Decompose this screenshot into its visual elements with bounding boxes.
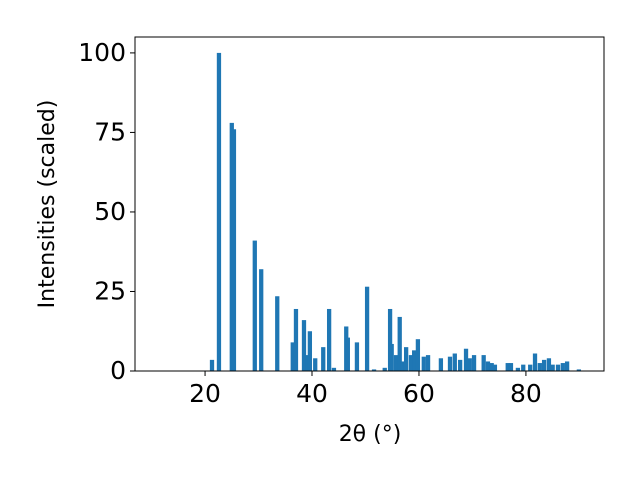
bar bbox=[231, 129, 237, 371]
x-tick-label: 40 bbox=[296, 379, 328, 408]
bar bbox=[550, 364, 555, 371]
bar bbox=[415, 339, 421, 371]
bar bbox=[560, 363, 565, 371]
bar bbox=[305, 355, 310, 371]
bar bbox=[209, 359, 215, 371]
bar bbox=[252, 240, 257, 371]
bar bbox=[301, 320, 307, 371]
bar bbox=[382, 367, 387, 371]
x-axis-label: 2θ (°) bbox=[339, 422, 402, 447]
bar bbox=[400, 361, 406, 371]
bar bbox=[216, 52, 222, 372]
bar bbox=[481, 355, 486, 371]
bar bbox=[528, 364, 533, 371]
bar bbox=[326, 308, 332, 371]
bar bbox=[564, 361, 570, 371]
bar bbox=[471, 355, 477, 371]
bar bbox=[505, 363, 510, 371]
bar bbox=[290, 342, 295, 371]
bar bbox=[541, 359, 547, 371]
bar bbox=[371, 369, 377, 371]
bar bbox=[389, 343, 394, 371]
bar bbox=[492, 364, 498, 371]
x-tick-label: 20 bbox=[189, 379, 221, 408]
bar bbox=[452, 353, 457, 371]
bar bbox=[515, 367, 521, 371]
bar bbox=[489, 363, 494, 371]
bar bbox=[321, 347, 326, 371]
y-tick-label: 50 bbox=[94, 197, 126, 226]
y-tick-label: 0 bbox=[110, 356, 126, 385]
bar bbox=[354, 342, 360, 371]
bar bbox=[576, 369, 582, 371]
bar bbox=[313, 358, 318, 371]
plot-frame bbox=[134, 36, 605, 372]
bar bbox=[546, 358, 552, 371]
y-tick-label: 25 bbox=[94, 276, 126, 305]
bar bbox=[408, 355, 414, 371]
bar bbox=[555, 364, 561, 371]
y-axis-label: Intensities (scaled) bbox=[35, 100, 60, 309]
bar bbox=[412, 350, 417, 371]
bar bbox=[275, 296, 280, 371]
bar bbox=[421, 356, 426, 371]
bar bbox=[537, 363, 542, 371]
bar bbox=[307, 331, 313, 371]
y-tick-label: 75 bbox=[94, 117, 126, 146]
bar bbox=[387, 308, 393, 371]
bar bbox=[438, 358, 444, 371]
bar bbox=[293, 308, 299, 371]
x-tick-label: 60 bbox=[403, 379, 435, 408]
bar bbox=[403, 347, 409, 371]
bar bbox=[467, 358, 472, 371]
bar bbox=[485, 361, 491, 371]
bar bbox=[259, 269, 264, 371]
bar bbox=[532, 353, 538, 371]
bar bbox=[463, 348, 469, 371]
bar bbox=[425, 355, 431, 371]
bar bbox=[393, 355, 399, 371]
y-tick-label: 100 bbox=[78, 38, 126, 67]
bar bbox=[508, 363, 514, 371]
bar bbox=[521, 364, 526, 371]
bar bbox=[458, 359, 463, 371]
bar bbox=[397, 316, 402, 371]
bar bbox=[331, 367, 337, 371]
bar bbox=[447, 356, 453, 371]
x-tick-label: 80 bbox=[510, 379, 542, 408]
bar bbox=[364, 286, 370, 371]
bar bbox=[345, 337, 350, 371]
